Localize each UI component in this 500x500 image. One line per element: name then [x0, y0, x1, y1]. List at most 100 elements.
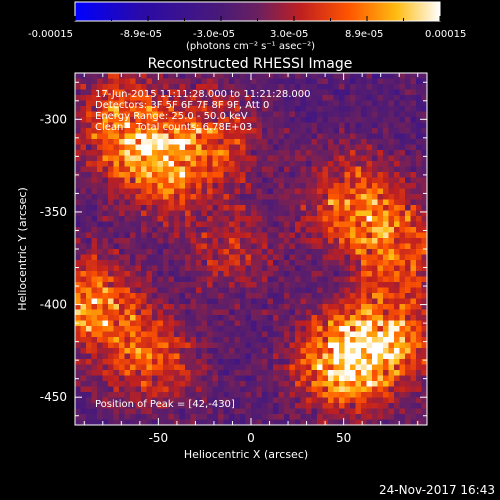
- heatmap-cell: [124, 381, 131, 387]
- heatmap-cell: [372, 95, 378, 101]
- heatmap-cell: [273, 122, 279, 129]
- heatmap-cell: [278, 375, 285, 382]
- heatmap-cell: [421, 166, 427, 173]
- heatmap-cell: [91, 254, 98, 261]
- heatmap-cell: [102, 128, 109, 134]
- heatmap-cell: [328, 260, 334, 266]
- heatmap-cell: [201, 320, 208, 327]
- heatmap-cell: [86, 397, 92, 404]
- heatmap-cell: [284, 260, 290, 266]
- heatmap-cell: [361, 309, 367, 316]
- heatmap-cell: [361, 375, 367, 382]
- heatmap-cell: [229, 287, 235, 294]
- heatmap-cell: [333, 386, 340, 393]
- heatmap-cell: [218, 84, 224, 90]
- heatmap-cell: [372, 348, 378, 354]
- heatmap-cell: [289, 188, 296, 195]
- heatmap-cell: [80, 227, 87, 233]
- heatmap-cell: [322, 392, 329, 398]
- heatmap-cell: [130, 298, 136, 305]
- heatmap-cell: [322, 315, 329, 321]
- heatmap-cell: [410, 199, 417, 206]
- heatmap-cell: [130, 320, 136, 327]
- heatmap-cell: [388, 73, 395, 79]
- heatmap-cell: [366, 177, 373, 184]
- heatmap-cell: [245, 254, 252, 261]
- heatmap-cell: [289, 95, 296, 101]
- heatmap-cell: [322, 128, 329, 134]
- heatmap-cell: [185, 199, 191, 206]
- heatmap-cell: [289, 359, 296, 365]
- heatmap-cell: [311, 100, 318, 107]
- heatmap-cell: [190, 111, 197, 118]
- heatmap-cell: [75, 293, 81, 299]
- heatmap-cell: [372, 419, 378, 425]
- heatmap-cell: [284, 408, 290, 415]
- heatmap-cell: [267, 166, 274, 173]
- heatmap-cell: [284, 386, 290, 393]
- heatmap-cell: [284, 392, 290, 398]
- heatmap-cell: [256, 221, 263, 228]
- heatmap-cell: [185, 342, 191, 349]
- heatmap-cell: [289, 403, 296, 409]
- heatmap-cell: [322, 232, 329, 239]
- heatmap-cell: [168, 254, 175, 261]
- heatmap-cell: [80, 183, 87, 189]
- heatmap-cell: [383, 298, 389, 305]
- heatmap-cell: [91, 183, 98, 189]
- heatmap-cell: [289, 320, 296, 327]
- heatmap-cell: [410, 210, 417, 217]
- heatmap-cell: [306, 403, 312, 409]
- heatmap-cell: [91, 403, 98, 409]
- heatmap-cell: [262, 304, 268, 310]
- heatmap-cell: [179, 150, 186, 156]
- heatmap-cell: [146, 95, 153, 101]
- heatmap-cell: [190, 293, 197, 299]
- heatmap-cell: [152, 353, 158, 360]
- heatmap-cell: [300, 199, 307, 206]
- heatmap-cell: [350, 392, 356, 398]
- heatmap-cell: [317, 419, 323, 425]
- heatmap-cell: [234, 106, 241, 112]
- heatmap-cell: [410, 89, 417, 96]
- heatmap-cell: [361, 139, 367, 145]
- heatmap-cell: [185, 89, 191, 96]
- heatmap-cell: [75, 205, 81, 211]
- heatmap-cell: [350, 386, 356, 393]
- heatmap-cell: [289, 243, 296, 250]
- heatmap-cell: [91, 205, 98, 211]
- heatmap-cell: [416, 265, 422, 272]
- heatmap-cell: [130, 122, 136, 129]
- heatmap-cell: [322, 216, 329, 222]
- heatmap-cell: [405, 161, 411, 167]
- heatmap-cell: [229, 84, 235, 90]
- heatmap-cell: [410, 78, 417, 85]
- heatmap-cell: [207, 95, 213, 101]
- heatmap-cell: [152, 282, 158, 288]
- heatmap-cell: [174, 276, 180, 283]
- heatmap-cell: [273, 172, 279, 178]
- heatmap-cell: [135, 342, 142, 349]
- heatmap-cell: [251, 342, 257, 349]
- heatmap-cell: [124, 84, 131, 90]
- heatmap-cell: [135, 128, 142, 134]
- heatmap-cell: [91, 397, 98, 404]
- heatmap-cell: [399, 414, 406, 420]
- heatmap-cell: [339, 403, 345, 409]
- heatmap-cell: [124, 408, 131, 415]
- heatmap-cell: [350, 282, 356, 288]
- heatmap-cell: [262, 326, 268, 332]
- heatmap-cell: [152, 348, 158, 354]
- heatmap-cell: [416, 133, 422, 140]
- heatmap-cell: [141, 337, 147, 343]
- heatmap-cell: [421, 161, 427, 167]
- heatmap-cell: [394, 414, 400, 420]
- heatmap-cell: [355, 199, 362, 206]
- heatmap-cell: [102, 397, 109, 404]
- heatmap-cell: [328, 216, 334, 222]
- heatmap-cell: [361, 194, 367, 200]
- heatmap-cell: [405, 194, 411, 200]
- colorbar: -0.00015 -8.9e-05 -3.0e-05 3.0e-05 8.9e-…: [28, 1, 466, 52]
- heatmap-cell: [328, 315, 334, 321]
- heatmap-cell: [399, 276, 406, 283]
